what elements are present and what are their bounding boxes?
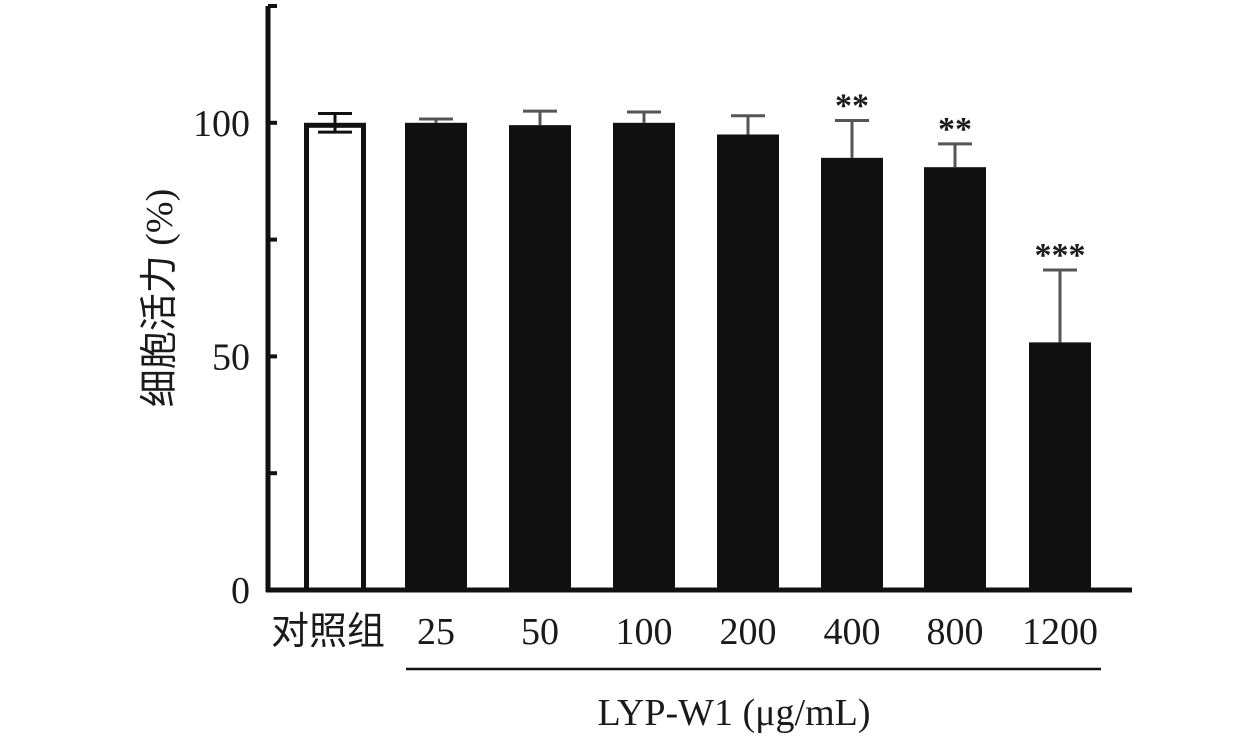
significance-label: *** bbox=[1035, 237, 1086, 274]
bar-100 bbox=[613, 122, 675, 591]
x-tick-label: 100 bbox=[616, 611, 673, 653]
x-tick-label: 1200 bbox=[1022, 611, 1098, 653]
y-tick-label: 0 bbox=[231, 570, 250, 612]
significance-label: ** bbox=[835, 87, 869, 124]
x-tick-label: 25 bbox=[417, 611, 455, 653]
x-group-title: LYP-W1 (μg/mL) bbox=[597, 692, 870, 734]
x-tick-label: 200 bbox=[720, 611, 777, 653]
y-tick-label: 50 bbox=[212, 336, 250, 378]
bar-50 bbox=[509, 125, 571, 591]
bar-25 bbox=[405, 122, 467, 591]
y-axis-title: 细胞活力 (%) bbox=[139, 189, 181, 407]
x-tick-label: 400 bbox=[824, 611, 881, 653]
x-tick-label: 对照组 bbox=[271, 611, 385, 653]
x-tick-label: 50 bbox=[521, 611, 559, 653]
x-tick-label: 800 bbox=[927, 611, 984, 653]
significance-label: ** bbox=[938, 111, 972, 148]
bar-1200 bbox=[1029, 342, 1091, 590]
y-tick-label: 100 bbox=[193, 103, 250, 145]
bar-200 bbox=[717, 134, 779, 591]
bar-800 bbox=[924, 167, 986, 590]
bar-control bbox=[304, 122, 366, 593]
bar-400 bbox=[821, 157, 883, 590]
